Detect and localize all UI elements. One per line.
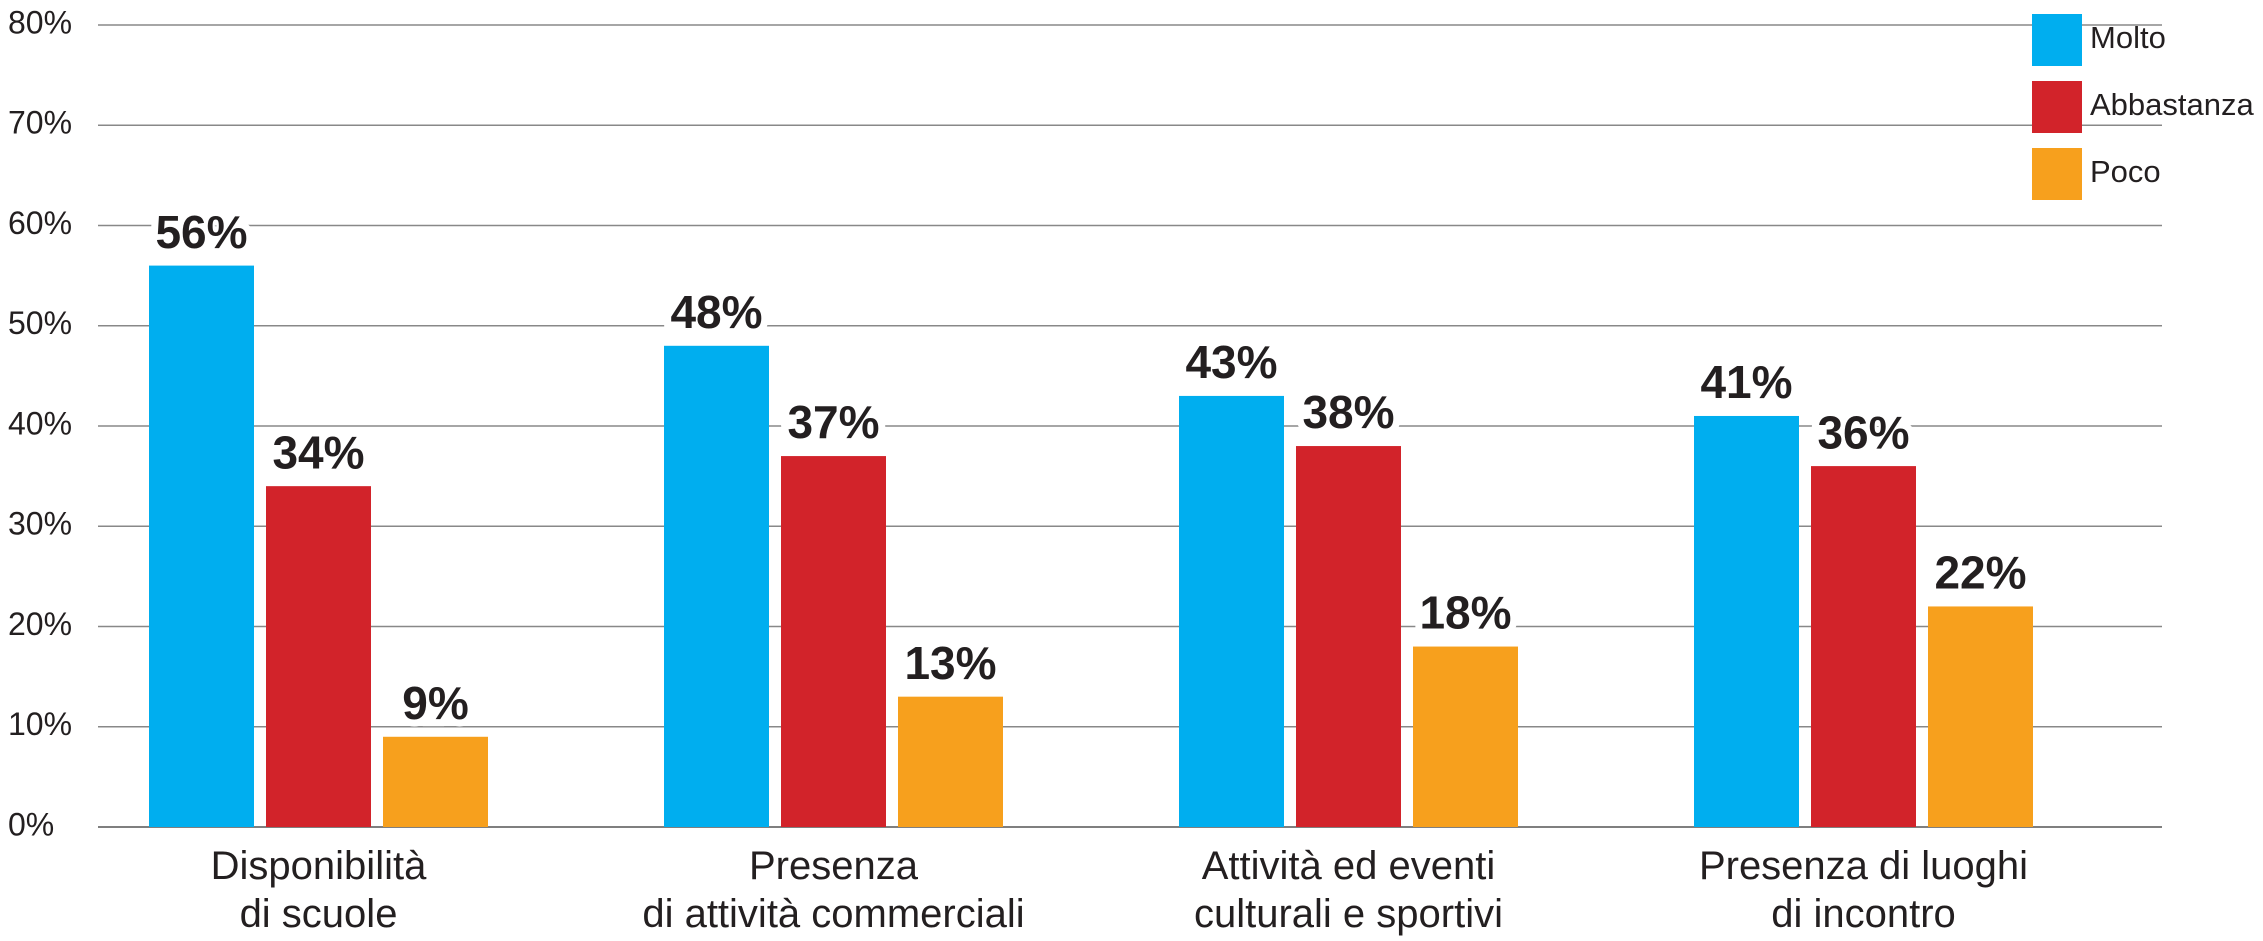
y-tick-label: 40% bbox=[8, 405, 72, 441]
bar bbox=[898, 696, 1003, 827]
legend-label: Poco bbox=[2090, 154, 2161, 189]
data-label: 22% bbox=[1934, 547, 2026, 599]
bar bbox=[1413, 646, 1518, 827]
y-tick-label: 0% bbox=[8, 806, 54, 842]
data-label: 34% bbox=[272, 426, 364, 478]
bar bbox=[149, 265, 254, 828]
y-tick-label: 10% bbox=[8, 706, 72, 742]
data-label: 43% bbox=[1185, 336, 1277, 388]
legend-label: Abbastanza bbox=[2090, 87, 2254, 122]
bar bbox=[1694, 415, 1799, 827]
x-tick-label: Presenza di attività commerciali bbox=[642, 844, 1025, 936]
legend-swatch bbox=[2032, 14, 2082, 66]
legend-swatch bbox=[2032, 81, 2082, 133]
data-label: 13% bbox=[904, 637, 996, 689]
bar bbox=[383, 736, 488, 827]
data-label: 41% bbox=[1700, 356, 1792, 408]
x-tick-label: Presenza di luoghi di incontro bbox=[1698, 844, 2029, 936]
legend-label: Molto bbox=[2090, 20, 2166, 55]
data-label: 37% bbox=[787, 396, 879, 448]
data-label: 9% bbox=[402, 677, 468, 729]
y-tick-label: 30% bbox=[8, 506, 72, 542]
bar bbox=[1811, 466, 1916, 827]
x-tick-label: Attività ed eventi culturali e sportivi bbox=[1193, 844, 1503, 936]
bar bbox=[1928, 606, 2033, 827]
bar bbox=[1179, 395, 1284, 827]
y-tick-label: 50% bbox=[8, 305, 72, 341]
data-label: 48% bbox=[670, 286, 762, 338]
data-label: 18% bbox=[1419, 587, 1511, 639]
bar bbox=[664, 345, 769, 827]
y-tick-label: 60% bbox=[8, 205, 72, 241]
bar bbox=[266, 486, 371, 827]
bar bbox=[781, 456, 886, 827]
data-label: 56% bbox=[155, 206, 247, 258]
x-tick-label: Disponibilità di scuole bbox=[210, 844, 427, 936]
y-tick-label: 80% bbox=[8, 4, 72, 40]
data-label: 36% bbox=[1817, 406, 1909, 458]
bar bbox=[1296, 446, 1401, 827]
y-tick-label: 20% bbox=[8, 606, 72, 642]
data-label: 38% bbox=[1302, 386, 1394, 438]
y-tick-label: 70% bbox=[8, 105, 72, 141]
legend-swatch bbox=[2032, 148, 2082, 200]
